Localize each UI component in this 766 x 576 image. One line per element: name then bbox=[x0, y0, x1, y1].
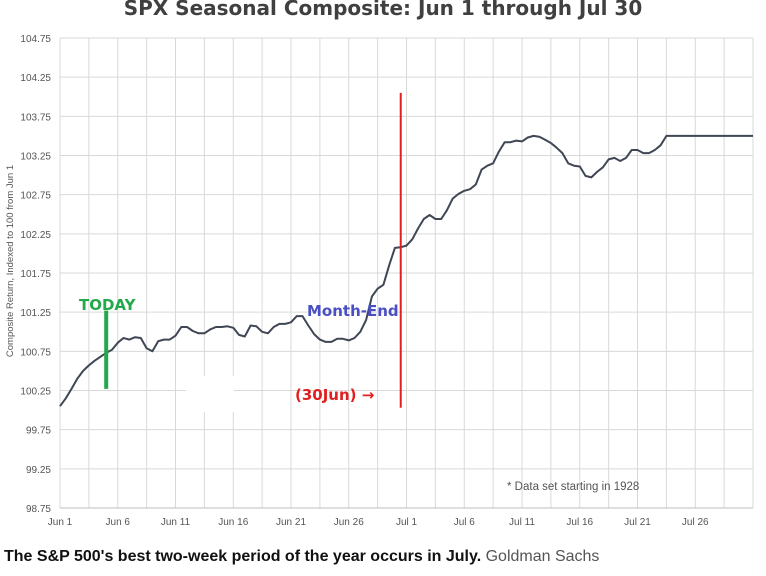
june30-arrow-label: (30Jun) → bbox=[295, 386, 374, 404]
y-tick-label: 104.75 bbox=[20, 34, 51, 45]
axes bbox=[60, 376, 753, 509]
x-tick-label: Jul 26 bbox=[682, 517, 709, 528]
today-label: TODAY bbox=[79, 296, 137, 314]
x-tick-label: Jun 11 bbox=[161, 517, 191, 528]
month-end-label: Month-End bbox=[307, 302, 399, 320]
footnote: * Data set starting in 1928 bbox=[507, 481, 639, 493]
caption-headline: The S&P 500's best two-week period of th… bbox=[4, 548, 482, 565]
series-line bbox=[59, 134, 753, 407]
x-tick-label: Jul 1 bbox=[396, 517, 418, 528]
x-tick-label: Jun 6 bbox=[106, 517, 131, 528]
y-tick-label: 99.25 bbox=[26, 465, 51, 476]
series-lines bbox=[59, 134, 753, 407]
x-tick-label: Jul 11 bbox=[509, 517, 535, 528]
y-tick-label: 100.25 bbox=[20, 387, 51, 398]
x-tick-label: Jun 21 bbox=[276, 517, 306, 528]
grid-lines bbox=[59, 37, 754, 509]
y-tick-label: 101.75 bbox=[20, 269, 51, 280]
chart-area: 98.75 99.25 99.75 100.25 100.75 101.25 101.75 1… bbox=[5, 34, 754, 528]
x-tick-label: Jun 1 bbox=[48, 517, 73, 528]
x-tick-label: Jun 16 bbox=[218, 517, 248, 528]
caption-source: Goldman Sachs bbox=[485, 548, 600, 565]
caption: The S&P 500's best two-week period of th… bbox=[4, 548, 599, 566]
x-tick-label: Jul 21 bbox=[624, 517, 651, 528]
x-tick-label: Jun 26 bbox=[334, 517, 364, 528]
y-tick-label: 103.25 bbox=[20, 152, 51, 163]
y-tick-label: 102.75 bbox=[20, 191, 51, 202]
y-tick-label: 103.75 bbox=[20, 112, 51, 123]
x-tick-label: Jul 16 bbox=[566, 517, 593, 528]
y-tick-labels: 98.75 99.25 99.75 100.25 100.75 101.25 101.75 1… bbox=[20, 34, 51, 515]
y-axis-label: Composite Return, Indexed to 100 from Ju… bbox=[5, 165, 16, 357]
y-tick-label: 104.25 bbox=[20, 73, 51, 84]
chart-title: SPX Seasonal Composite: Jun 1 through Ju… bbox=[123, 0, 643, 20]
y-tick-label: 99.75 bbox=[26, 426, 51, 437]
annotations bbox=[104, 92, 402, 408]
y-tick-label: 98.75 bbox=[26, 504, 51, 515]
x-tick-label: Jul 6 bbox=[454, 517, 476, 528]
x-tick-labels: Jun 1 Jun 6 Jun 11 Jun 16 Jun 21 Jun 26 Jul 1 J… bbox=[48, 517, 709, 528]
y-tick-label: 100.75 bbox=[20, 347, 51, 358]
y-tick-label: 101.25 bbox=[20, 308, 51, 319]
y-tick-label: 102.25 bbox=[20, 230, 51, 241]
label-backdrop bbox=[186, 376, 234, 412]
